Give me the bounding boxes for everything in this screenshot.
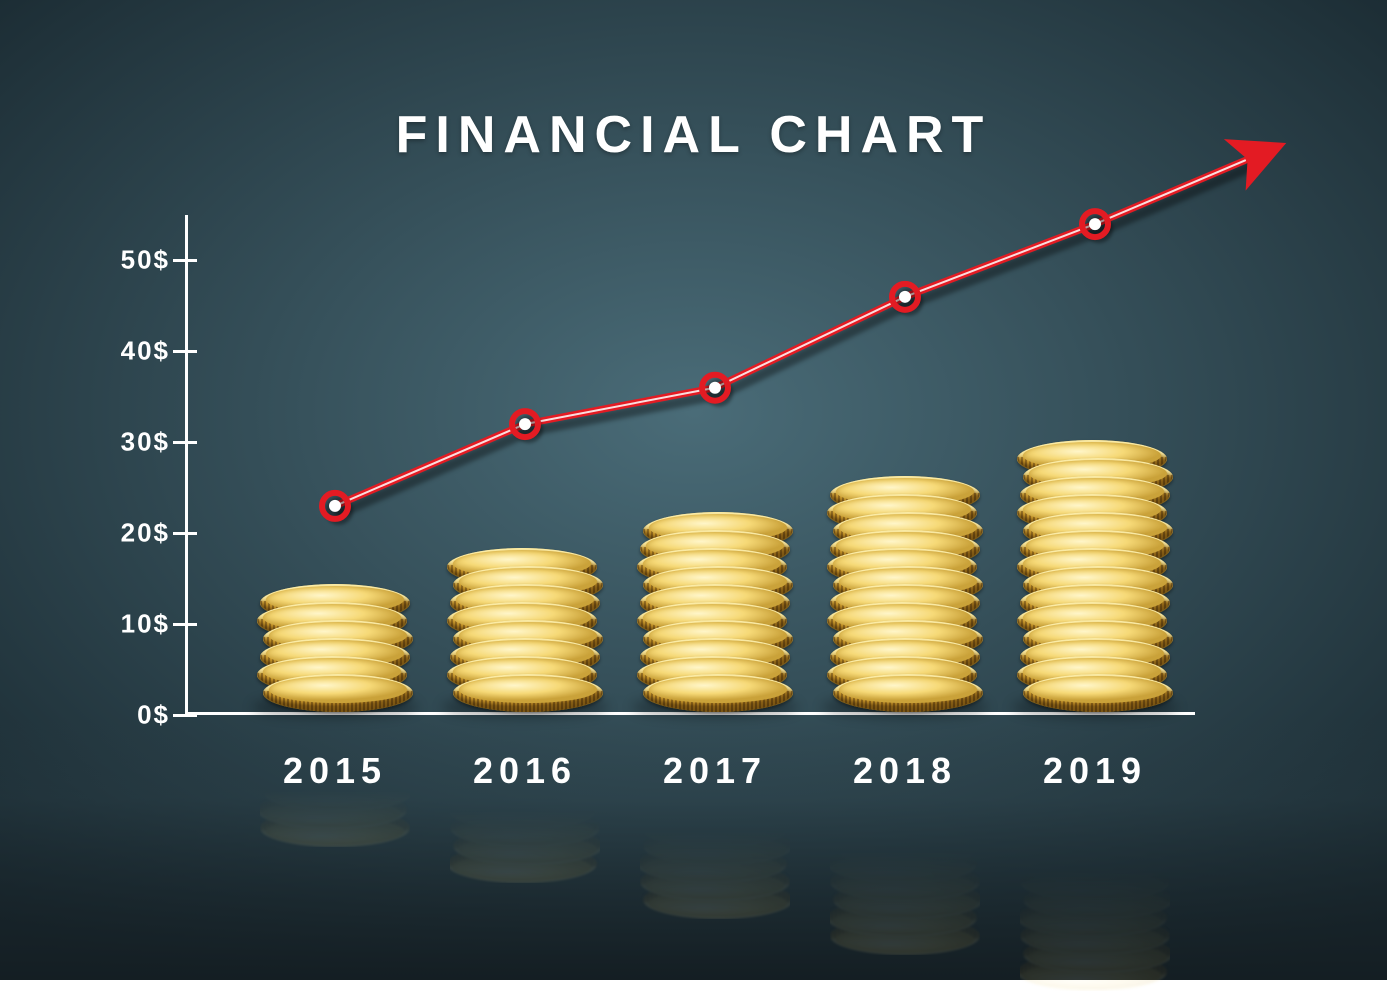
coin-stack-reflection: [640, 719, 790, 919]
y-axis-label: 40$: [110, 336, 170, 367]
y-tick: [173, 532, 197, 535]
coin-stack: [640, 512, 790, 712]
chart-title: FINANCIAL CHART: [0, 105, 1387, 165]
y-tick: [173, 623, 197, 626]
y-axis-label: 0$: [110, 700, 170, 731]
y-axis-label: 30$: [110, 427, 170, 458]
coin-stack: [830, 476, 980, 712]
y-axis-label: 20$: [110, 518, 170, 549]
y-tick: [173, 259, 197, 262]
y-axis-label: 10$: [110, 609, 170, 640]
coin-stack-reflection: [260, 719, 410, 847]
financial-chart-canvas: FINANCIAL CHART 0$10$20$30$40$50$2015201…: [0, 0, 1387, 980]
y-tick: [173, 714, 197, 717]
coin-stack: [1020, 440, 1170, 712]
y-axis: [185, 215, 188, 715]
coin-stack: [260, 584, 410, 712]
coin-stack-reflection: [450, 719, 600, 883]
y-axis-label: 50$: [110, 245, 170, 276]
y-tick: [173, 441, 197, 444]
coin-stack-reflection: [1020, 719, 1170, 991]
y-tick: [173, 350, 197, 353]
coin-stack: [450, 548, 600, 712]
coin-stack-reflection: [830, 719, 980, 955]
chart-area: 0$10$20$30$40$50$20152016201720182019: [185, 215, 1195, 715]
